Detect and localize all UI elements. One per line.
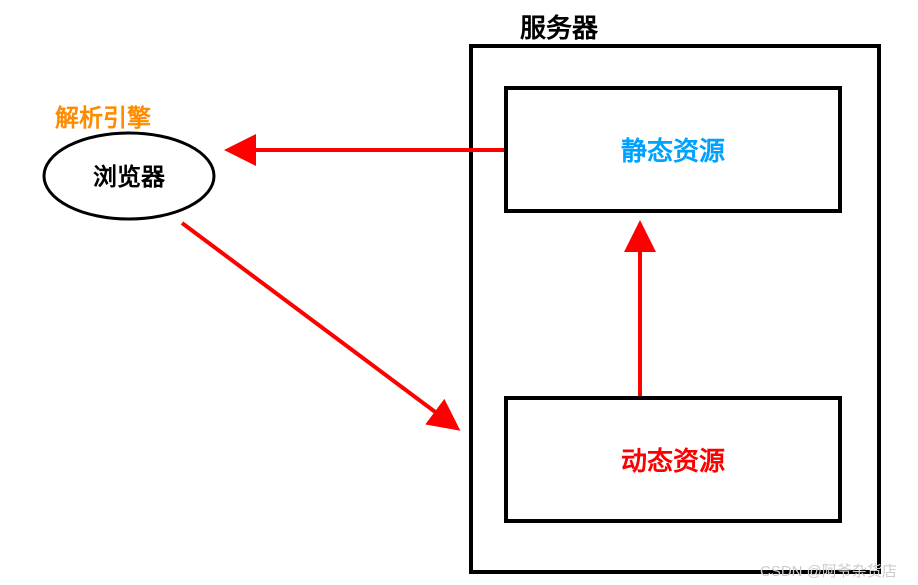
static-resource-box: 静态资源 <box>504 86 842 213</box>
edge-browser-to-dynamic <box>182 223 454 426</box>
browser-ellipse <box>44 133 214 219</box>
static-resource-label: 静态资源 <box>621 131 725 168</box>
browser-label: 浏览器 <box>93 163 166 191</box>
dynamic-resource-box: 动态资源 <box>504 396 842 523</box>
engine-label: 解析引擎 <box>55 98 151 133</box>
watermark: CSDN @阿爷杂货店 <box>760 560 897 581</box>
dynamic-resource-label: 动态资源 <box>621 441 725 478</box>
server-label: 服务器 <box>520 8 598 45</box>
